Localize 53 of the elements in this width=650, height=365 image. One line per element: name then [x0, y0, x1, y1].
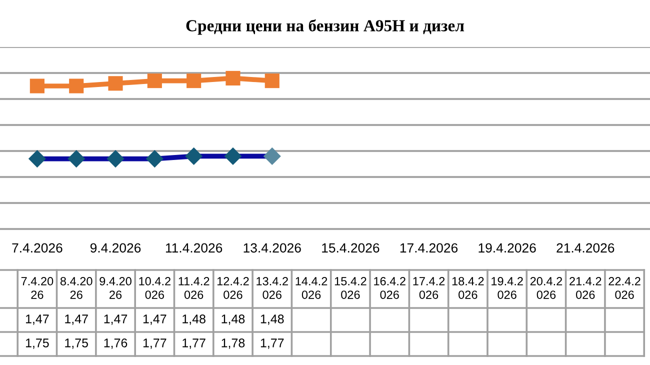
category-label: 11.4.2026: [166, 243, 222, 253]
category-label: 21.4.2026: [556, 243, 614, 253]
point: [147, 74, 162, 88]
point: [28, 150, 46, 168]
x-tick-label: 18.4.2026: [452, 277, 484, 299]
category-label: 9.4.2026: [90, 243, 141, 253]
x-tick-label: 7.4.2026: [21, 277, 54, 299]
point: [263, 147, 281, 165]
x-tick-label: 11.4.2026: [178, 277, 210, 299]
point: [264, 74, 280, 88]
x-tick-label: 10.4.2026: [139, 277, 170, 299]
data-label: 1,48: [260, 314, 284, 325]
point: [226, 70, 240, 86]
point: [146, 150, 164, 168]
data-label: 1,47: [143, 314, 166, 325]
x-tick-label: 14.4.2026: [296, 277, 328, 299]
point: [108, 76, 123, 91]
point: [185, 147, 203, 165]
data-label: 1,75: [26, 338, 49, 349]
category-label: 13.4.2026: [244, 243, 301, 253]
category-label: 17.4.2026: [400, 243, 458, 253]
x-tick-label: 22.4.2026: [608, 277, 640, 299]
data-label: 1,77: [143, 338, 166, 349]
category-label: 19.4.2026: [478, 243, 536, 253]
x-tick-label: 9.4.2026: [100, 277, 132, 299]
x-tick-label: 19.4.2026: [492, 277, 523, 299]
data-label: 1,48: [222, 314, 245, 325]
point: [68, 150, 86, 168]
data-label: 1,77: [260, 338, 284, 349]
point: [106, 150, 124, 168]
x-tick-label: 20.4.2026: [530, 277, 562, 299]
x-tick-label: 12.4.2026: [217, 277, 249, 299]
point: [224, 147, 242, 165]
data-label: 1,47: [26, 314, 49, 325]
point: [30, 78, 44, 94]
x-tick-label: 15.4.2026: [334, 277, 366, 299]
point: [69, 78, 84, 94]
category-label: 7.4.2026: [12, 243, 62, 253]
point: [186, 74, 202, 88]
data-label: 1,75: [65, 338, 88, 349]
data-label: 1,48: [182, 314, 206, 325]
data-label: 1,76: [104, 338, 128, 349]
data-label: 1,47: [65, 314, 88, 325]
category-label: 15.4.2026: [322, 243, 380, 253]
data-label: 1,78: [222, 338, 245, 349]
x-tick-label: 21.4.2026: [570, 277, 602, 299]
x-tick-label: 16.4.2026: [374, 277, 406, 299]
data-label: 1,47: [104, 314, 128, 325]
x-tick-label: 17.4.2026: [413, 277, 445, 299]
data-label: 1,77: [182, 338, 206, 349]
x-tick-label: 8.4.2026: [60, 277, 92, 299]
chart-title: Средни цени на бензин А95Н и дизел: [186, 19, 464, 35]
x-tick-label: 13.4.2026: [256, 277, 288, 299]
